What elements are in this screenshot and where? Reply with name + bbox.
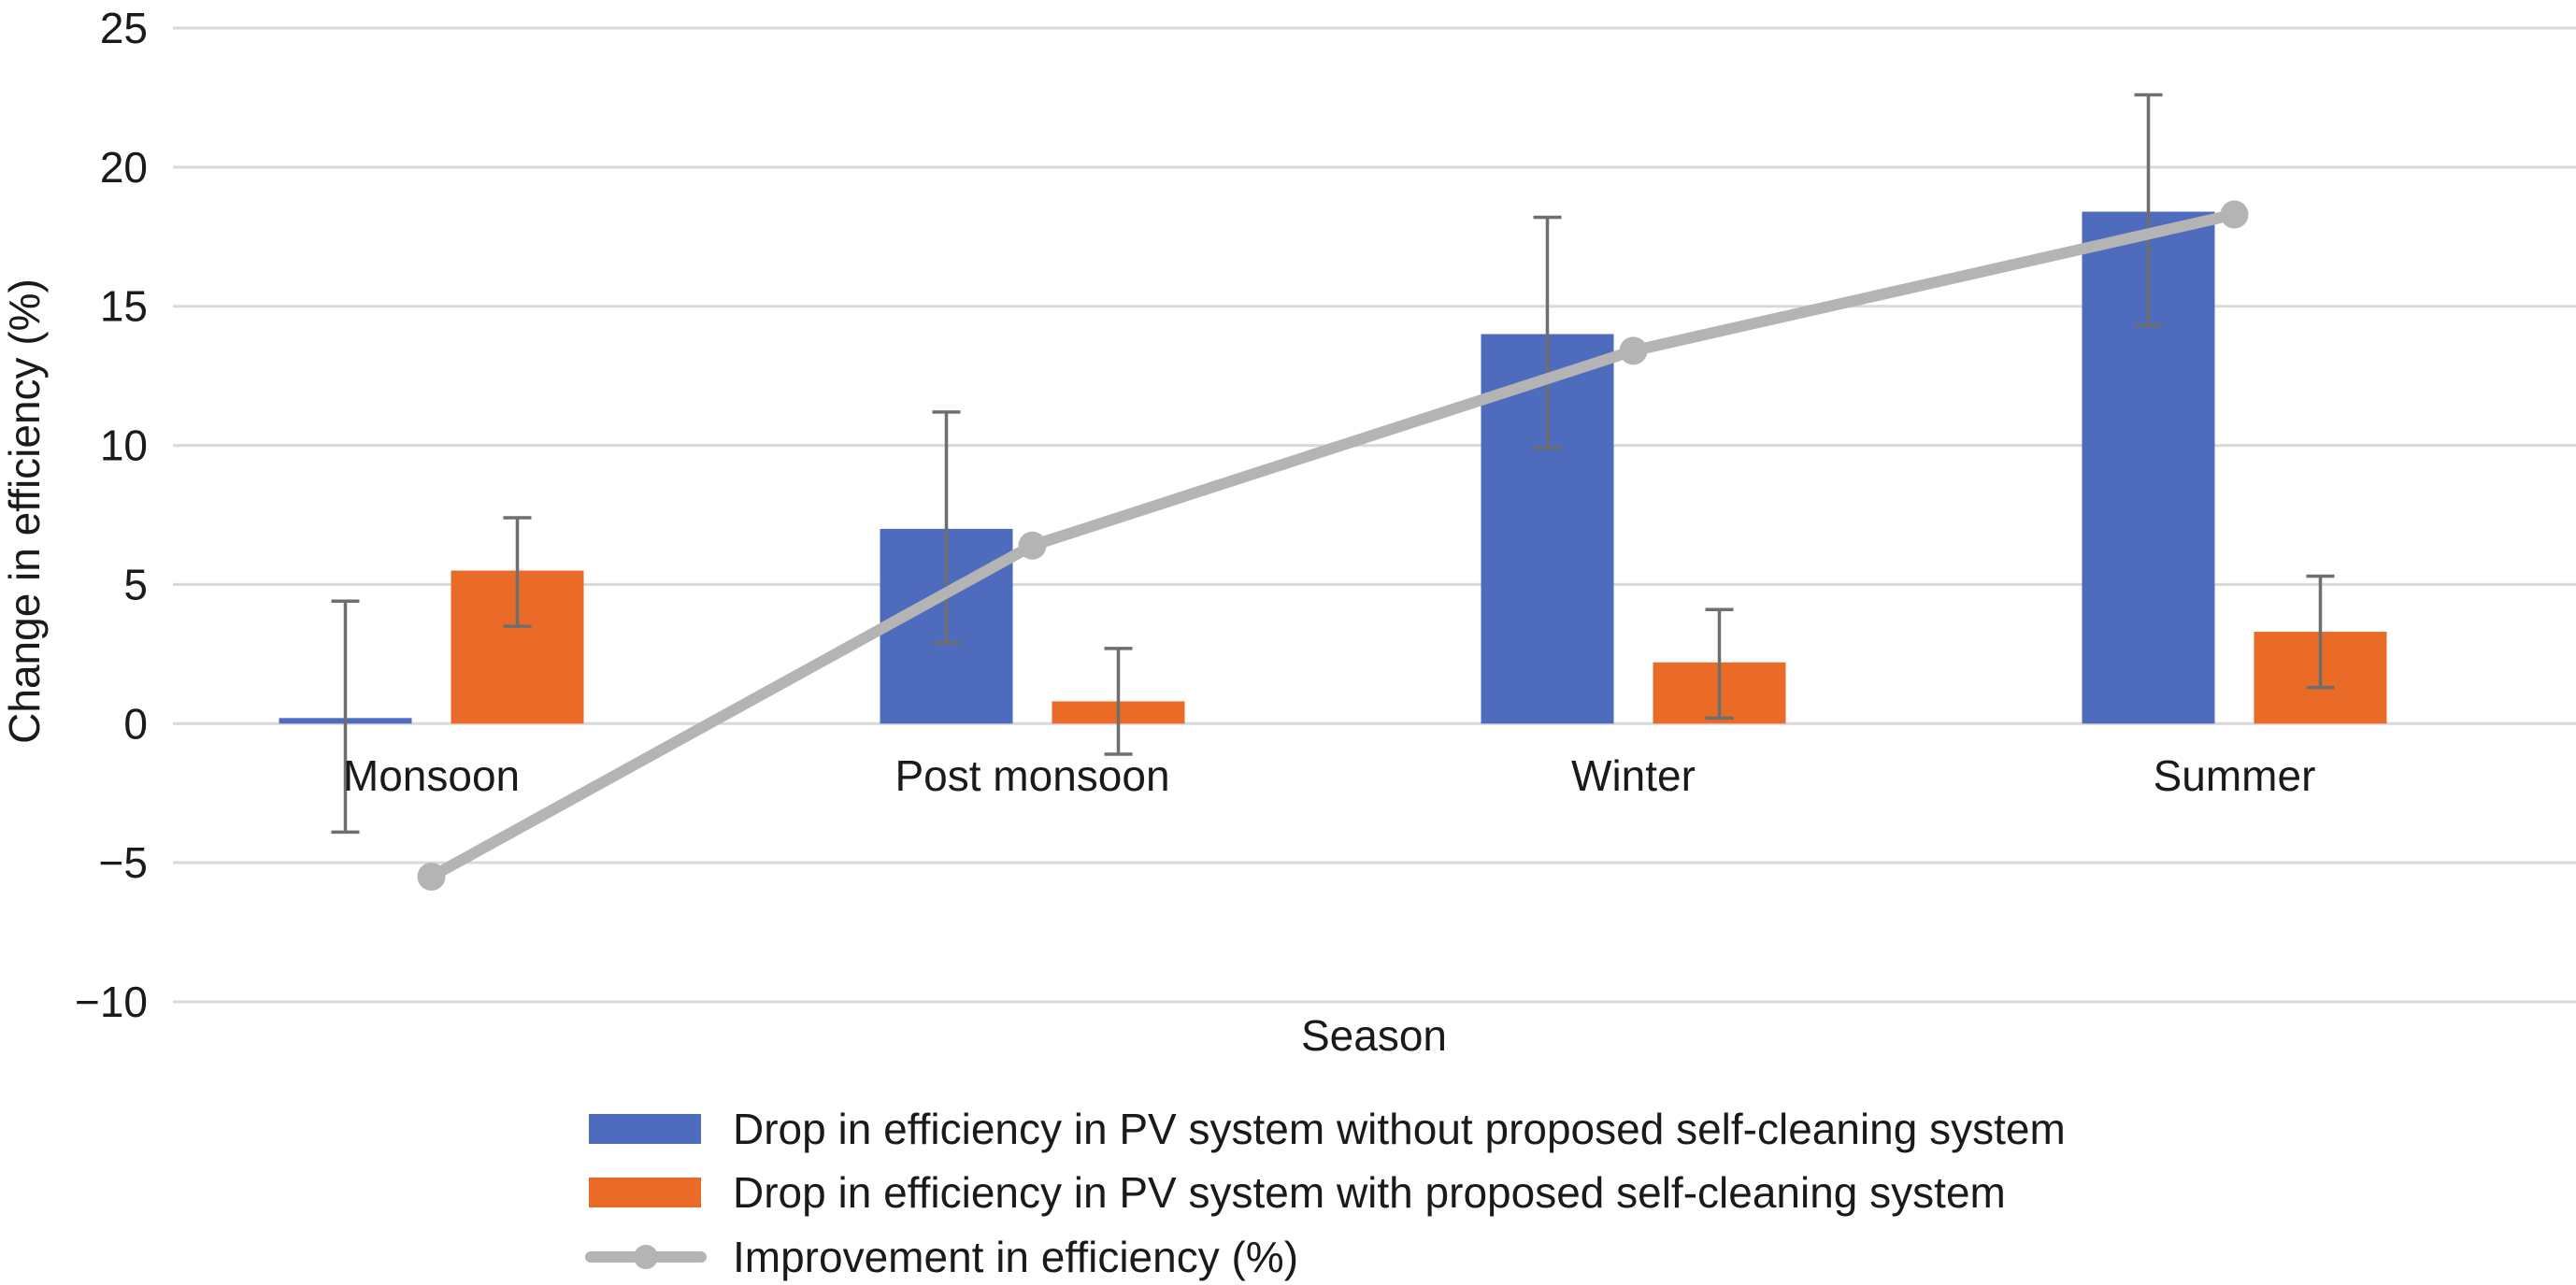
improvement-line: [417, 200, 2249, 892]
legend-swatch: [589, 1114, 701, 1144]
legend-label: Improvement in efficiency (%): [733, 1233, 1298, 1281]
legend: Drop in efficiency in PV system without …: [585, 1105, 2066, 1281]
legend-label: Drop in efficiency in PV system without …: [733, 1105, 2066, 1153]
improvement-line-path: [425, 208, 2240, 883]
x-tick-label: Summer: [2154, 751, 2316, 800]
improvement-point: [1018, 531, 1047, 560]
y-tick-label: −10: [75, 978, 148, 1026]
y-tick-label: 20: [100, 143, 148, 192]
x-tick-label: Post monsoon: [894, 751, 1169, 800]
x-tick-label: Monsoon: [343, 751, 520, 800]
x-tick-label: Winter: [1571, 751, 1696, 800]
x-tick-labels: Monsoon Post monsoon Winter Summer: [343, 751, 2316, 800]
y-tick-label: 25: [100, 4, 148, 52]
bars: [279, 211, 2387, 724]
y-tick-label: −5: [99, 838, 148, 887]
improvement-point: [2220, 200, 2249, 229]
legend-label: Drop in efficiency in PV system with pro…: [733, 1168, 2006, 1217]
y-tick-label: 0: [123, 699, 148, 748]
y-tick-label: 15: [100, 282, 148, 331]
y-tick-labels: 25 20 15 10 5 0 −5 −10: [75, 4, 148, 1026]
legend-marker: [634, 1245, 658, 1269]
y-tick-label: 10: [100, 421, 148, 470]
x-axis-label: Season: [1301, 1011, 1447, 1060]
improvement-point: [417, 863, 446, 892]
legend-swatch: [589, 1178, 701, 1207]
y-tick-label: 5: [123, 560, 148, 608]
y-axis-label: Change in efficiency (%): [0, 278, 49, 744]
improvement-point: [1619, 336, 1648, 365]
grid-lines: [173, 26, 2576, 1004]
error-bars: [331, 93, 2335, 835]
